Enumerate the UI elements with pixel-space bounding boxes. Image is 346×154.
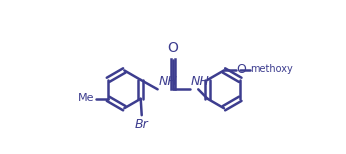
- Text: O: O: [167, 41, 179, 55]
- Text: methoxy: methoxy: [250, 64, 293, 74]
- Text: O: O: [236, 63, 246, 76]
- Text: NH: NH: [191, 75, 210, 88]
- Text: NH: NH: [158, 75, 177, 88]
- Text: Br: Br: [135, 118, 148, 131]
- Text: Me: Me: [78, 93, 94, 103]
